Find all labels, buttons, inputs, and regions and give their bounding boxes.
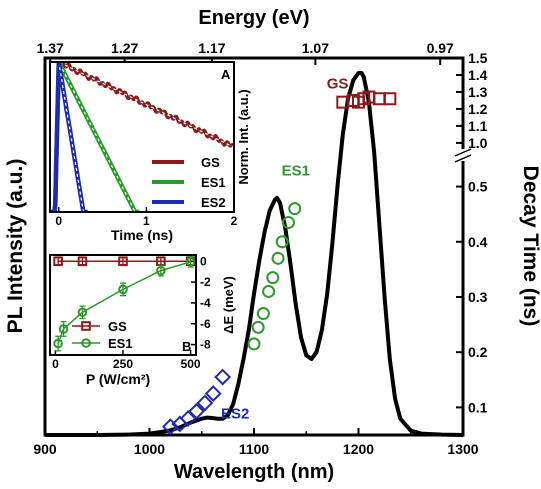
inset-b-y-tick-label: -8 — [200, 338, 211, 352]
axis-break — [454, 148, 472, 163]
gs-shift-point — [118, 256, 128, 267]
inset-b-x-tick-label: 0 — [52, 357, 59, 371]
bottom-tick-label: 1200 — [343, 441, 374, 457]
inset-b-panel-label: B — [182, 339, 191, 354]
es1-decay-point — [275, 235, 289, 249]
es1-shift-point — [58, 324, 69, 334]
gs-decay-point — [372, 92, 386, 106]
annotation-es1: ES1 — [282, 163, 310, 180]
bottom-tick-label: 900 — [33, 441, 57, 457]
right-tick-label: 0.5 — [468, 179, 488, 195]
es1-fit-line — [59, 63, 140, 212]
inset-a-y-title: Norm. Int. (a.u.) — [236, 89, 251, 184]
es1-shift-point — [185, 256, 196, 267]
inset-a-frame — [49, 61, 235, 213]
es1-decay-point — [271, 251, 285, 265]
inset-b-y-tick-label: -4 — [200, 296, 211, 310]
es1-shift-line — [57, 261, 191, 344]
es1-shift-point — [118, 284, 128, 295]
right-tick-label: 0.2 — [468, 344, 488, 360]
es1-shift-point — [77, 307, 88, 318]
gs-shift-point — [53, 256, 63, 267]
inset-b-marks — [53, 255, 196, 352]
inset-b-y-title: ΔE (meV) — [221, 276, 236, 334]
es1-decay-curve — [50, 62, 141, 212]
legend-label-gs: GS — [108, 319, 127, 334]
es1-decay-point — [288, 202, 302, 216]
es1-decay-point — [251, 320, 265, 334]
legend-marker-es1 — [81, 338, 91, 348]
right-tick-label: 1.4 — [468, 67, 488, 83]
top-tick-label: 1.07 — [302, 40, 329, 56]
right-axis-title: Decay Time (ns) — [519, 166, 541, 327]
es1-decay-point — [247, 337, 261, 351]
es1-decay-point — [262, 284, 276, 298]
left-axis-title: PL Intensity (a.u.) — [4, 159, 27, 334]
inset-a: 0 1 2 A Norm. Int. (a.u.) Time (ns) GS ES1 E… — [49, 61, 251, 243]
top-tick-label: 1.27 — [111, 40, 138, 56]
inset-b: 0 250 500 0 -2 -4 -6 -8 B ΔE (meV) P (W/cm²) GS… — [49, 254, 236, 387]
inset-a-x-title: Time (ns) — [111, 227, 173, 243]
legend-label-es1: ES1 — [201, 175, 226, 190]
inset-a-panel-label: A — [221, 67, 231, 82]
es2-decay-point — [214, 368, 232, 386]
gs-fit-line — [59, 62, 234, 148]
gs-decay-point — [383, 92, 397, 106]
es2-decay-point — [196, 394, 214, 412]
right-tick-label: 1.0 — [468, 135, 488, 151]
es2-decay-point — [179, 410, 197, 427]
bottom-axis-title: Wavelength (nm) — [174, 461, 334, 483]
right-tick-label: 0.4 — [468, 234, 488, 250]
inset-b-y-tick-label: 0 — [200, 254, 207, 268]
bottom-tick-label: 1000 — [134, 441, 165, 457]
inset-a-x-tick-label: 1 — [143, 214, 150, 228]
es1-shift-point — [156, 265, 166, 276]
inset-a-x-tick-label: 2 — [231, 214, 238, 228]
inset-b-x-tick-label: 250 — [113, 357, 133, 371]
pl-spectrum-line — [45, 71, 464, 437]
legend-label-es2: ES2 — [201, 195, 226, 210]
inset-b-background — [50, 255, 196, 355]
inset-a-legend: GS ES1 ES2 — [152, 155, 226, 210]
main-marks: GS ES1 ES2 — [45, 71, 464, 437]
right-tick-label: 1.3 — [468, 84, 488, 100]
annotation-es2: ES2 — [221, 405, 249, 422]
inset-a-marks — [50, 62, 234, 212]
bottom-tick-label: 1100 — [239, 441, 270, 457]
right-tick-label: 0.1 — [468, 399, 488, 415]
right-tick-label: 1.2 — [468, 101, 488, 117]
es2-decay-point — [204, 385, 222, 403]
es1-shift-point — [53, 338, 63, 349]
top-axis-title: Energy (eV) — [198, 7, 309, 29]
right-tick-label: 1.1 — [468, 118, 488, 134]
annotation-gs: GS — [327, 76, 349, 93]
inset-b-x-title: P (W/cm²) — [86, 371, 150, 387]
legend-marker-gs — [81, 321, 91, 331]
top-tick-label: 0.97 — [427, 40, 454, 56]
inset-b-y-tick-label: -2 — [200, 275, 211, 289]
inset-b-y-tick-label: -6 — [200, 317, 211, 331]
es1-decay-point — [266, 271, 280, 285]
bottom-tick-label: 1300 — [447, 441, 478, 457]
top-tick-label: 1.37 — [37, 40, 64, 56]
inset-b-frame — [49, 254, 197, 356]
right-tick-label: 0.3 — [468, 289, 488, 305]
es2-fit-line — [59, 67, 88, 212]
inset-b-x-tick-label: 500 — [181, 357, 201, 371]
inset-b-legend: GS ES1 — [72, 319, 133, 351]
es1-decay-point — [281, 215, 295, 229]
es2-decay-point — [161, 418, 179, 436]
inset-a-x-tick-label: 0 — [55, 214, 62, 228]
gs-shift-point — [77, 256, 88, 267]
legend-label-gs: GS — [201, 155, 220, 170]
right-tick-label: 1.5 — [468, 50, 488, 66]
es2-decay-point — [188, 402, 205, 420]
es1-decay-point — [256, 307, 270, 321]
top-tick-label: 1.17 — [198, 40, 225, 56]
legend-label-es1: ES1 — [108, 336, 133, 351]
